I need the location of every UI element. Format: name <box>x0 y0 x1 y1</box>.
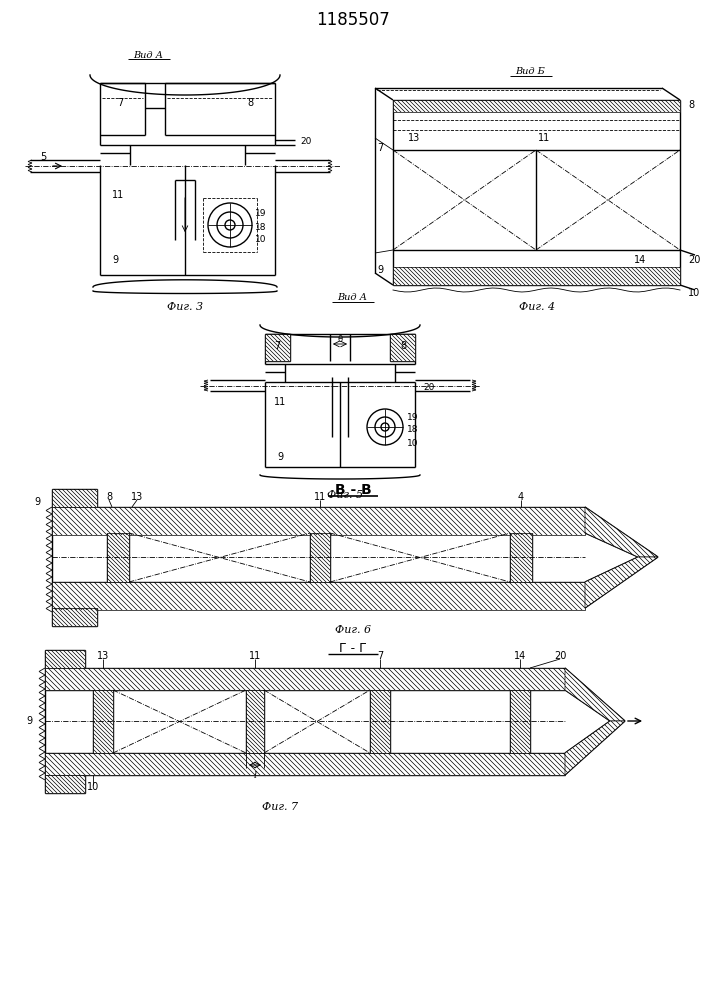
Text: 7: 7 <box>377 651 383 661</box>
Text: 1185507: 1185507 <box>316 11 390 29</box>
Text: 5: 5 <box>40 152 46 162</box>
Text: 11: 11 <box>538 133 550 143</box>
Text: 7: 7 <box>117 98 123 108</box>
Text: 8: 8 <box>400 341 406 351</box>
Text: Фиг. 7: Фиг. 7 <box>262 802 298 812</box>
Text: 7: 7 <box>274 341 280 351</box>
Polygon shape <box>510 533 532 582</box>
Text: 9: 9 <box>277 452 283 462</box>
Polygon shape <box>585 507 658 557</box>
Text: 20: 20 <box>423 382 434 391</box>
Text: Вид А: Вид А <box>337 294 367 302</box>
Polygon shape <box>510 690 530 753</box>
Text: 10: 10 <box>255 235 267 244</box>
Text: 18: 18 <box>407 426 419 434</box>
Text: Фиг. 5: Фиг. 5 <box>327 490 363 500</box>
Polygon shape <box>52 608 97 626</box>
Text: θ: θ <box>337 334 343 344</box>
Polygon shape <box>370 690 390 753</box>
Text: Фиг. 4: Фиг. 4 <box>519 302 555 312</box>
Text: 8: 8 <box>688 100 694 110</box>
Text: 8: 8 <box>106 492 112 502</box>
Text: 20: 20 <box>300 137 311 146</box>
Text: 13: 13 <box>408 133 420 143</box>
Text: 18: 18 <box>255 223 267 232</box>
Polygon shape <box>585 557 658 608</box>
Text: 8: 8 <box>247 98 253 108</box>
Text: 11: 11 <box>274 397 286 407</box>
Text: Г - Г: Г - Г <box>339 642 367 654</box>
Text: Вид Б: Вид Б <box>515 68 545 77</box>
Text: 20: 20 <box>554 651 566 661</box>
Polygon shape <box>310 533 330 582</box>
Polygon shape <box>390 334 415 361</box>
Polygon shape <box>45 668 565 690</box>
Text: 9: 9 <box>26 716 32 726</box>
Polygon shape <box>393 100 680 112</box>
Polygon shape <box>52 582 585 610</box>
Text: 7: 7 <box>377 143 383 153</box>
Polygon shape <box>107 533 129 582</box>
Text: В - В: В - В <box>334 483 371 497</box>
Text: 4: 4 <box>518 492 524 502</box>
Text: 10: 10 <box>407 438 419 448</box>
Text: 19: 19 <box>407 412 419 422</box>
Text: 9: 9 <box>377 265 383 275</box>
Polygon shape <box>52 489 97 507</box>
Polygon shape <box>45 650 85 668</box>
Polygon shape <box>246 690 264 753</box>
Text: 9: 9 <box>112 255 118 265</box>
Text: 9: 9 <box>34 497 40 507</box>
Text: 10: 10 <box>87 782 99 792</box>
Text: Фиг. 3: Фиг. 3 <box>167 302 203 312</box>
Text: 11: 11 <box>249 651 261 661</box>
Text: 10: 10 <box>688 288 700 298</box>
Polygon shape <box>265 334 290 361</box>
Text: 11: 11 <box>112 190 124 200</box>
Text: 14: 14 <box>634 255 646 265</box>
Text: 11: 11 <box>314 492 326 502</box>
Text: Вид А: Вид А <box>133 50 163 60</box>
Polygon shape <box>393 267 680 285</box>
Text: 13: 13 <box>97 651 109 661</box>
Polygon shape <box>93 690 113 753</box>
Text: 13: 13 <box>131 492 143 502</box>
Polygon shape <box>52 507 585 535</box>
Polygon shape <box>565 668 625 721</box>
Text: 19: 19 <box>255 209 267 218</box>
Text: l: l <box>253 770 257 780</box>
Text: Фиг. 6: Фиг. 6 <box>335 625 371 635</box>
Polygon shape <box>45 775 85 793</box>
Text: 14: 14 <box>514 651 526 661</box>
Polygon shape <box>45 753 565 775</box>
Polygon shape <box>565 721 625 775</box>
Text: 20: 20 <box>688 255 701 265</box>
